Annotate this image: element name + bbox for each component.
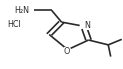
Text: O: O xyxy=(64,47,70,56)
Text: HCl: HCl xyxy=(7,20,21,29)
Text: H₂N: H₂N xyxy=(15,6,30,15)
Text: N: N xyxy=(84,21,90,30)
